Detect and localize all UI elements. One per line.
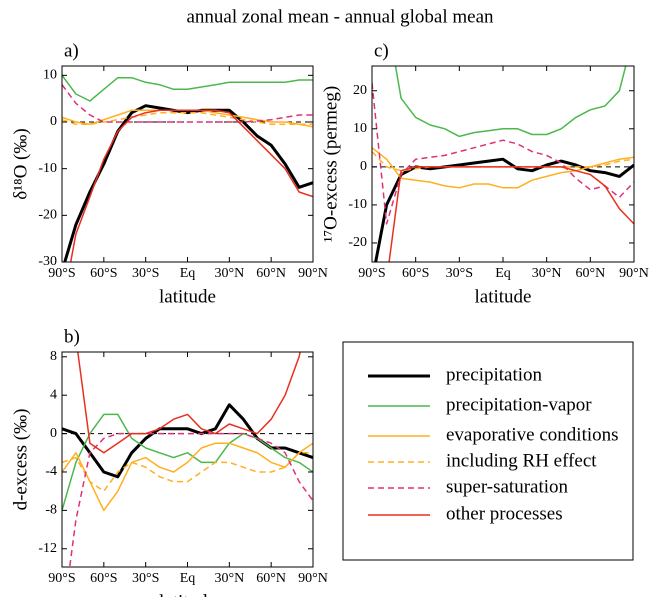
y-tick-label: -20 [348,235,367,250]
series-line [394,66,627,138]
series-line [63,104,313,262]
series-line [69,109,313,262]
plot-frame [61,351,314,568]
x-tick-label: 60°S [402,266,429,281]
y-tick-label: -8 [45,503,57,518]
x-tick-label: 30°N [214,571,244,586]
y-axis-label: δ¹⁸O (‰) [10,128,31,199]
x-tick-label: 60°S [90,266,117,281]
y-tick-label: 0 [360,159,367,174]
x-tick-label: 30°N [532,266,562,281]
x-axis-label: latitude [159,286,216,307]
y-tick-label: 10 [353,121,367,136]
legend-box [342,341,634,561]
series-line [62,452,313,492]
plot-frame [371,65,635,263]
panel-label: b) [64,326,80,347]
series-line [372,151,634,172]
series-line [372,83,634,225]
x-tick-label: 60°N [256,266,286,281]
y-tick-label: 10 [43,68,57,83]
y-axis-label: ¹⁷O-excess (permeg) [320,86,341,242]
series-line [68,432,313,567]
x-tick-label: Eq [180,571,196,586]
legend-label: precipitation [446,364,543,385]
legend-label: evaporative conditions [446,424,619,445]
x-tick-label: Eq [180,266,196,281]
series-line [62,413,313,511]
panel-label: a) [64,40,79,61]
x-tick-label: 30°S [132,571,159,586]
y-axis-label: d-excess (‰) [10,409,31,511]
legend-label: precipitation-vapor [446,394,592,415]
x-tick-label: 30°N [214,266,244,281]
x-tick-label: 90°N [298,571,328,586]
series-line [77,352,301,454]
x-tick-label: Eq [495,266,511,281]
x-axis-label: latitude [475,286,532,307]
panel-label: c) [374,40,389,61]
x-tick-label: 30°S [446,266,473,281]
x-tick-label: 60°N [575,266,605,281]
y-tick-label: -12 [38,541,57,556]
y-tick-label: 4 [50,387,57,402]
x-tick-label: 90°N [298,266,328,281]
plot-frame [61,65,314,263]
x-tick-label: 90°S [48,266,75,281]
series-line [62,442,313,512]
y-tick-label: 0 [50,114,57,129]
figure-title: annual zonal mean - annual global mean [186,6,494,27]
y-tick-label: -4 [45,464,57,479]
y-tick-label: 20 [353,83,367,98]
legend-label: other processes [446,503,563,524]
series-line [62,403,313,479]
x-axis-label: latitude [159,591,216,597]
legend-label: super-saturation [446,476,569,497]
x-tick-label: 90°S [358,266,385,281]
y-tick-label: -30 [38,254,57,269]
x-tick-label: 60°N [256,571,286,586]
series-line [388,166,634,262]
y-tick-label: -10 [38,161,57,176]
series-line [62,111,313,126]
series-line [62,74,313,102]
series-line [62,84,313,123]
x-tick-label: 60°S [90,571,117,586]
y-tick-label: -20 [38,208,57,223]
x-tick-label: 90°S [48,571,75,586]
y-tick-label: 8 [50,349,57,364]
x-tick-label: 90°N [619,266,649,281]
y-tick-label: -10 [348,197,367,212]
legend-label: including RH effect [446,450,597,471]
y-tick-label: 0 [50,426,57,441]
x-tick-label: 30°S [132,266,159,281]
